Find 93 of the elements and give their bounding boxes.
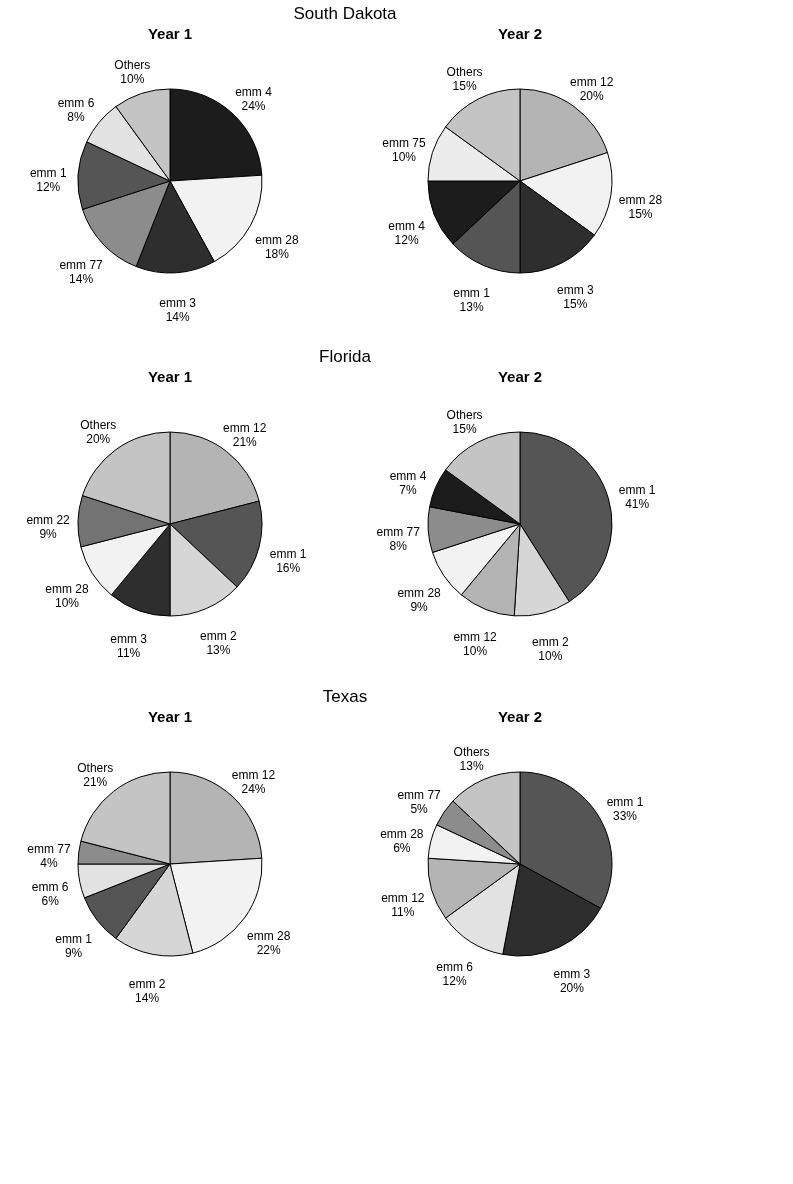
slice-label: emm 2 bbox=[128, 976, 166, 991]
slice-label: emm 77 bbox=[59, 257, 104, 272]
data-label: 11% bbox=[391, 905, 415, 920]
data-label: 15% bbox=[452, 422, 477, 437]
data-label: 10% bbox=[54, 596, 80, 611]
data-label: 12% bbox=[394, 232, 419, 247]
data-label: 24% bbox=[241, 99, 266, 114]
slice-label: emm 6 bbox=[57, 96, 95, 111]
data-label: 7% bbox=[399, 482, 418, 497]
slice-label: emm 2 bbox=[532, 635, 569, 650]
slice-label: emm 28 bbox=[255, 232, 299, 247]
data-label: 6% bbox=[393, 840, 411, 855]
data-label: 33% bbox=[612, 808, 638, 823]
text: South Dakota bbox=[293, 4, 398, 23]
slice-label: emm 12 bbox=[223, 420, 267, 435]
chart-title: Year 1 bbox=[147, 708, 193, 725]
data-label: 20% bbox=[559, 981, 585, 996]
slice-label: Others bbox=[77, 760, 114, 775]
slice-label: emm 1 bbox=[453, 285, 491, 300]
data-label: 41% bbox=[625, 496, 650, 511]
slice-label: emm 28 bbox=[618, 193, 663, 208]
data-label: 11% bbox=[117, 645, 141, 660]
data-label: 13% bbox=[459, 299, 484, 314]
slice-label: emm 2 bbox=[200, 628, 238, 643]
chart-title: Year 1 bbox=[147, 368, 193, 385]
data-label: 14% bbox=[135, 990, 160, 1005]
data-label: 15% bbox=[452, 79, 477, 94]
slice-label: emm 4 bbox=[388, 218, 426, 233]
slice-label: emm 3 bbox=[159, 295, 197, 310]
data-label: 8% bbox=[67, 110, 85, 125]
slice-label: emm 12 bbox=[381, 891, 425, 906]
data-label: 9% bbox=[39, 527, 58, 542]
slice-label: emm 28 bbox=[45, 582, 89, 597]
text: Florida bbox=[319, 347, 372, 366]
slice-label: emm 28 bbox=[380, 826, 424, 841]
slice-label: emm 3 bbox=[110, 631, 148, 646]
slice-label: emm 3 bbox=[557, 282, 595, 297]
slice-label: emm 75 bbox=[382, 136, 426, 151]
slice-label: emm 22 bbox=[26, 513, 71, 528]
data-label: 15% bbox=[563, 296, 588, 311]
slice-label: emm 1 bbox=[606, 794, 644, 809]
slice-label: emm 28 bbox=[397, 585, 442, 600]
data-label: 15% bbox=[628, 207, 653, 222]
chart-title: Year 1 bbox=[147, 25, 193, 42]
data-label: 13% bbox=[206, 642, 231, 657]
data-label: 8% bbox=[389, 538, 408, 553]
data-label: 16% bbox=[276, 561, 301, 576]
slice-label: emm 6 bbox=[31, 879, 69, 894]
data-label: 6% bbox=[41, 893, 60, 908]
data-label: 18% bbox=[264, 246, 290, 261]
data-label: 14% bbox=[69, 271, 94, 286]
data-label: 10% bbox=[463, 644, 488, 659]
data-label: 10% bbox=[120, 71, 145, 86]
data-label: 10% bbox=[391, 150, 417, 165]
slice-label: emm 12 bbox=[453, 630, 498, 645]
data-label: 5% bbox=[410, 802, 429, 817]
slice-label: emm 4 bbox=[389, 468, 427, 483]
data-label: 24% bbox=[241, 782, 266, 797]
slice-label: emm 1 bbox=[29, 166, 67, 181]
slice-label: emm 77 bbox=[27, 841, 71, 856]
slice-label: emm 77 bbox=[397, 788, 442, 803]
slice-label: emm 3 bbox=[553, 967, 591, 982]
data-label: 13% bbox=[459, 759, 484, 774]
data-label: 21% bbox=[83, 774, 108, 789]
data-label: 9% bbox=[410, 599, 429, 614]
data-label: 9% bbox=[64, 945, 83, 960]
slice-label: emm 1 bbox=[618, 482, 656, 497]
slice-label: Others bbox=[446, 65, 483, 80]
slice-label: Others bbox=[80, 418, 117, 433]
data-label: 10% bbox=[538, 649, 563, 664]
slice-label: emm 28 bbox=[247, 928, 291, 943]
data-label: 20% bbox=[86, 432, 111, 447]
data-label: 14% bbox=[165, 309, 190, 324]
slice-label: emm 6 bbox=[436, 960, 474, 975]
chart-title: Year 2 bbox=[497, 25, 543, 42]
slice-label: emm 1 bbox=[269, 547, 307, 562]
slice-label: emm 12 bbox=[570, 75, 614, 90]
data-label: 21% bbox=[232, 434, 258, 449]
chart-title: Year 2 bbox=[497, 368, 543, 385]
slice-label: emm 4 bbox=[235, 85, 273, 100]
data-label: 4% bbox=[40, 855, 58, 870]
slice-label: Others bbox=[453, 745, 490, 760]
slice-label: emm 77 bbox=[376, 524, 421, 539]
slice-label: emm 1 bbox=[55, 931, 93, 946]
slice-label: Others bbox=[114, 57, 151, 72]
data-label: 12% bbox=[36, 180, 61, 195]
text: Texas bbox=[322, 687, 368, 706]
data-label: 12% bbox=[442, 974, 467, 989]
slice-label: Others bbox=[446, 408, 483, 423]
slice-label: emm 12 bbox=[231, 768, 276, 783]
chart-title: Year 2 bbox=[497, 708, 543, 725]
data-label: 22% bbox=[256, 942, 282, 957]
data-label: 20% bbox=[579, 89, 605, 104]
